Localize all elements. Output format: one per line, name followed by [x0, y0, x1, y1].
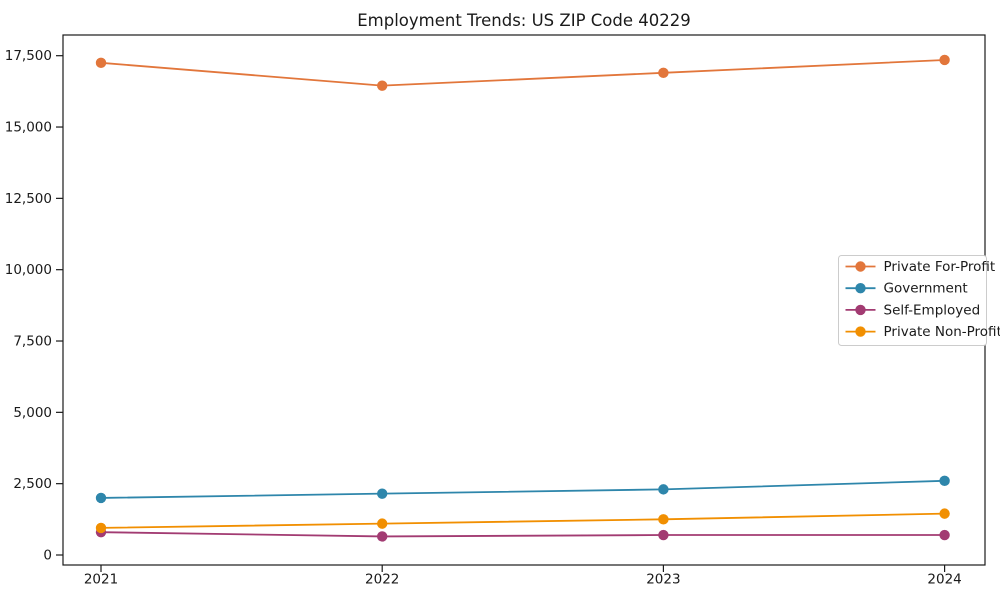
plot-area: 0 2,500 5,000 7,500 10,000 12,500 15,000 17,500… [5, 34, 1000, 588]
data-point [377, 80, 388, 91]
legend-box [838, 255, 987, 346]
y-tick-label: 2,500 [13, 476, 52, 492]
series-line [100, 479, 945, 499]
data-point [95, 57, 107, 69]
data-point [939, 475, 950, 487]
legend-item: Government [845, 281, 968, 297]
data-point [939, 529, 950, 541]
legend-item: Private Non-Profit [845, 324, 1000, 340]
data-point [95, 522, 107, 534]
legend-item: Private For-Profit [845, 259, 996, 275]
series-line [100, 531, 945, 538]
x-tick-label: 2021 [84, 572, 118, 588]
y-tick-label: 0 [43, 548, 52, 564]
legend-label: Private For-Profit [884, 259, 996, 275]
data-point [95, 492, 107, 504]
series-line [100, 512, 945, 529]
legend: Private For-Profit Government Self-Employe… [838, 255, 1000, 346]
y-tick-label: 15,000 [5, 120, 52, 136]
data-point [377, 518, 388, 529]
x-tick-label: 2023 [646, 572, 680, 588]
y-tick-label: 10,000 [5, 262, 52, 278]
data-point [939, 508, 950, 519]
series-government [95, 475, 950, 504]
series-private-for-profit [95, 54, 950, 91]
legend-marker-icon [855, 283, 866, 294]
chart-title: Employment Trends: US ZIP Code 40229 [357, 11, 691, 30]
x-tick-label: 2022 [365, 572, 399, 588]
y-tick-label: 7,500 [13, 334, 52, 350]
legend-marker-icon [855, 304, 866, 316]
series-private-non-profit [95, 508, 950, 534]
data-point [377, 488, 388, 499]
y-tick-label: 17,500 [5, 48, 52, 64]
x-tick-label: 2024 [927, 572, 961, 588]
data-point [658, 484, 669, 495]
plot-frame [62, 34, 986, 566]
data-point [377, 531, 388, 542]
data-point [658, 514, 669, 525]
data-point [939, 54, 950, 66]
legend-marker-icon [855, 261, 866, 272]
legend-label: Government [884, 281, 968, 297]
y-tick-label: 12,500 [5, 191, 52, 207]
legend-label: Private Non-Profit [884, 324, 1000, 340]
legend-item: Self-Employed [845, 302, 981, 318]
y-axis: 0 2,500 5,000 7,500 10,000 12,500 15,000 17,500 [5, 48, 63, 564]
data-point [658, 67, 669, 79]
legend-marker-icon [855, 326, 866, 337]
series-line [100, 59, 945, 87]
x-axis: 2021 2022 2023 2024 [84, 565, 962, 588]
legend-label: Self-Employed [884, 302, 981, 318]
y-tick-label: 5,000 [13, 405, 52, 421]
data-point [658, 529, 669, 541]
